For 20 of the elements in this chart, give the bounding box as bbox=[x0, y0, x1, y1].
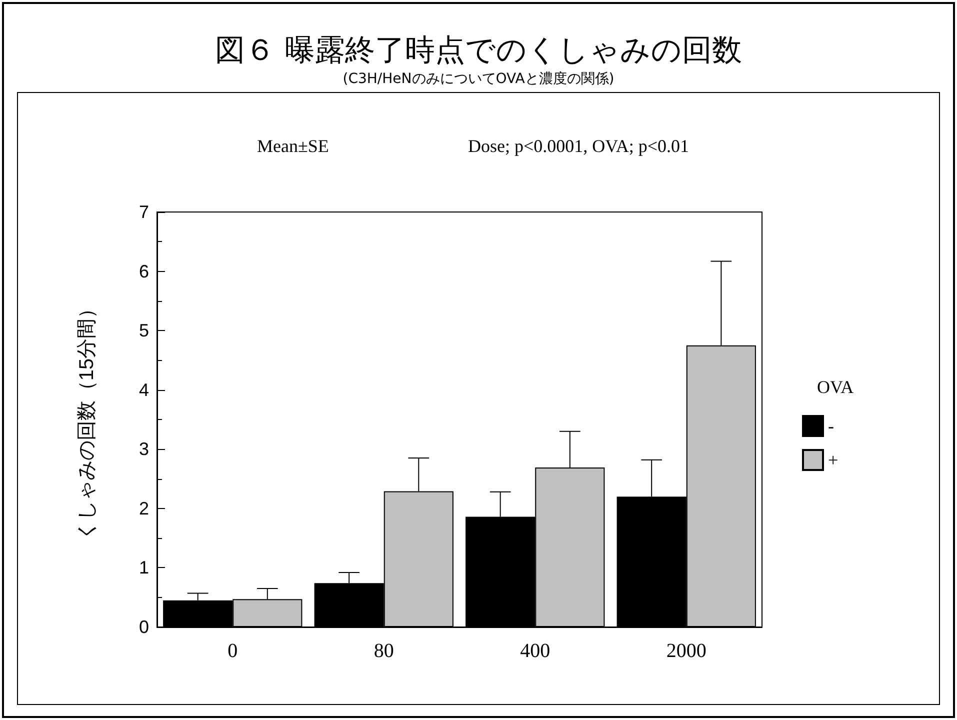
y-tick-label: 7 bbox=[138, 202, 149, 222]
y-tick-label: 4 bbox=[138, 380, 149, 400]
legend-title: OVA bbox=[817, 377, 854, 397]
text: Mean±SE bbox=[257, 136, 329, 156]
text: Dose; p<0.0001, OVA; p<0.01 bbox=[468, 136, 689, 156]
chart-subtitle: (C3H/HeNのみについてOVAと濃度の関係) bbox=[342, 70, 616, 88]
x-tick-label: 0 bbox=[228, 640, 238, 662]
y-axis-title: くしゃみの回数（15分間） bbox=[76, 298, 98, 541]
chart-title: 図６ 曝露終了時点でのくしゃみの回数 bbox=[214, 32, 743, 70]
y-tick-label: 3 bbox=[138, 439, 149, 460]
legend-label: - bbox=[828, 416, 834, 436]
x-tick-label: 2000 bbox=[666, 640, 706, 662]
legend-label: + bbox=[828, 450, 838, 470]
x-tick-label: 80 bbox=[374, 640, 394, 662]
y-tick-label: 6 bbox=[138, 261, 149, 282]
y-tick-label: 0 bbox=[138, 617, 149, 637]
y-tick-label: 5 bbox=[138, 320, 149, 341]
y-tick-label: 1 bbox=[138, 558, 149, 578]
y-tick-label: 2 bbox=[138, 498, 149, 518]
x-tick-label: 400 bbox=[520, 640, 550, 662]
